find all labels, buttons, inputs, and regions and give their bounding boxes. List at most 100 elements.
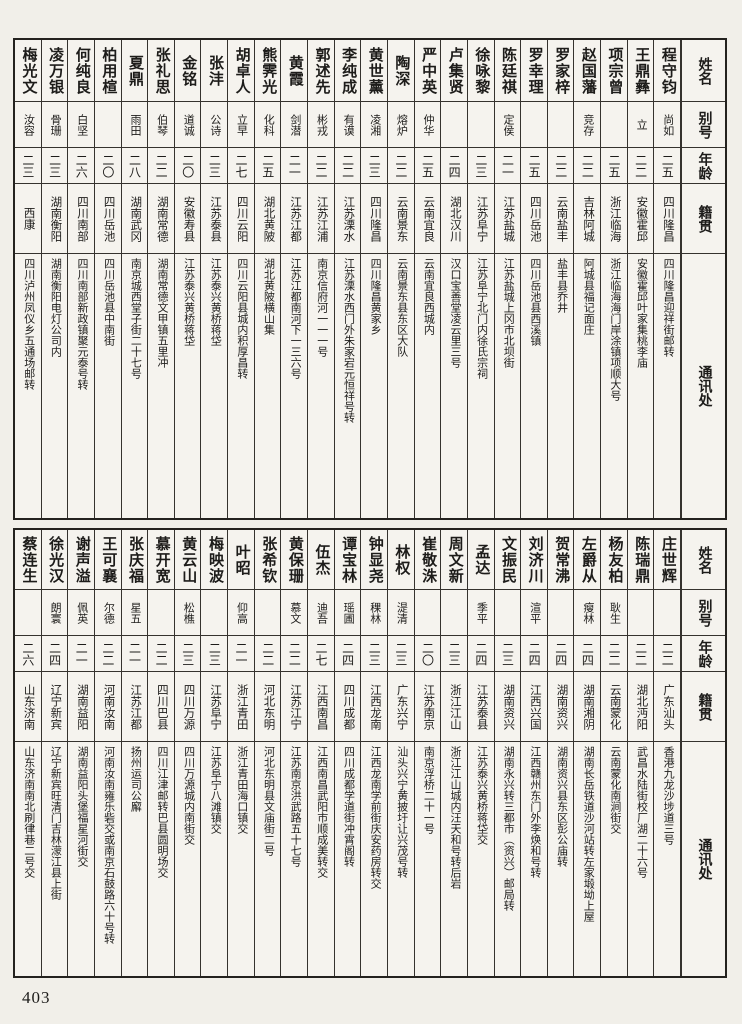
entry-age: 二三: [174, 636, 201, 672]
entry-address: 河南汝南雍乐砦交或南京石鼓路六十号转: [102, 746, 115, 944]
entry-origin: 江苏江宁: [281, 672, 308, 742]
entry-name: 张沣: [201, 40, 228, 102]
entry-alias: 佩英: [68, 590, 94, 636]
entry-address: 四川岳池县西溪镇: [528, 258, 541, 346]
entry-age: 二〇: [174, 148, 201, 184]
entry-address: 辽宁新宾旺清门吉林濛江县上街: [49, 746, 62, 900]
entry-age: 二〇: [414, 636, 441, 672]
entry-alias: 耿生: [601, 590, 627, 636]
person-column: 庄世辉 二二 广东汕头 香港九龙沙埗道三号: [654, 530, 681, 976]
entry-name: 贺常沸: [547, 530, 574, 590]
header-origin: 籍贯: [682, 184, 725, 254]
entry-origin: 四川隆昌: [361, 184, 387, 254]
entry-name: 李纯成: [334, 40, 361, 102]
entry-address: 浙江临海海门岸涂镇项顺大号: [608, 258, 621, 401]
entry-age: 二一: [228, 636, 254, 672]
entry-alias: 慕文: [281, 590, 308, 636]
entry-alias: 汝容: [14, 102, 41, 148]
entry-name: 黄保珊: [281, 530, 308, 590]
person-column: 谢声溢 佩英 二一 湖南益阳 湖南益阳头堡福星河街交: [68, 530, 95, 976]
entry-alias: 彬戎: [308, 102, 334, 148]
entry-address: 扬州运司公廨: [129, 746, 142, 812]
entry-age: 二〇: [94, 148, 121, 184]
entry-origin: 湖南衡阳: [41, 184, 68, 254]
entry-alias: 湜清: [387, 590, 414, 636]
entry-alias: [148, 590, 174, 636]
entry-alias: 星五: [121, 590, 148, 636]
entry-age: 二四: [574, 636, 601, 672]
entry-name: 周文新: [441, 530, 467, 590]
entry-name: 谭宝林: [334, 530, 361, 590]
entry-address: 南京城西堂子街二十七号: [129, 258, 142, 379]
entry-alias: [14, 590, 41, 636]
entry-origin: 江西龙南: [361, 672, 387, 742]
entry-address: 四川隆昌迎祥街邮转: [662, 258, 675, 357]
person-column: 项宗曾 二五 浙江临海 浙江临海海门岸涂镇项顺大号: [601, 40, 628, 518]
entry-alias: [547, 102, 574, 148]
person-column: 郭述先 彬戎 二二 江苏江浦 南京信府河一一一号: [308, 40, 335, 518]
entry-name: 文振民: [494, 530, 521, 590]
entry-origin: 江苏阜宁: [201, 672, 228, 742]
entry-alias: 道诚: [174, 102, 201, 148]
entry-name: 黄世薰: [361, 40, 387, 102]
entry-age: 二二: [94, 636, 121, 672]
entry-alias: 瘦林: [574, 590, 601, 636]
person-column: 张庆福 星五 二一 江苏江都 扬州运司公廨: [121, 530, 149, 976]
entry-origin: 江苏溧水: [334, 184, 361, 254]
person-column: 周文新 二三 浙江江山 浙江江山城内汪天和号转后岩: [441, 530, 468, 976]
entry-name: 谢声溢: [68, 530, 94, 590]
entry-alias: 定侯: [494, 102, 521, 148]
entry-alias: [201, 590, 228, 636]
header-alias: 别号: [682, 102, 725, 148]
entry-age: 二二: [308, 148, 334, 184]
person-column: 慕开宽 二二 四川巴县 四川江津邮转巴县圆明场交: [148, 530, 175, 976]
entry-address: 四川江津邮转巴县圆明场交: [155, 746, 168, 878]
entry-origin: 浙江青田: [228, 672, 254, 742]
person-column: 罗家梓 二二 云南盐丰 盐丰县乔井: [547, 40, 575, 518]
entry-alias: 仲华: [414, 102, 441, 148]
person-column: 陈瑞鼎 二二 湖北沔阳 武昌水陆街校厂湖二十六号: [627, 530, 655, 976]
entry-name: 张庆福: [121, 530, 148, 590]
entry-age: 二五: [601, 148, 627, 184]
entry-age: 二二: [654, 636, 680, 672]
entry-address: 香港九龙沙埗道三号: [662, 746, 675, 845]
entry-address: 四川泸州凤仪乡五通场邮转: [22, 258, 35, 390]
header-name: 姓名: [682, 40, 725, 102]
entry-age: 二七: [228, 148, 254, 184]
entry-origin: 四川南部: [68, 184, 94, 254]
entry-alias: 有谟: [334, 102, 361, 148]
entry-origin: 湖北汉川: [441, 184, 467, 254]
person-column: 孟达 季平 二四 江苏泰县 江苏泰兴黄桥蒋垈交: [467, 530, 495, 976]
entry-address: 江苏阜宁八滩镇交: [209, 746, 222, 834]
entry-alias: 骨珊: [41, 102, 68, 148]
entry-age: 二二: [627, 148, 654, 184]
entry-origin: 江苏盐城: [494, 184, 521, 254]
header-column: 姓名 别号 年龄 籍贯 通讯处: [681, 40, 725, 518]
entry-alias: 季平: [467, 590, 494, 636]
entry-origin: 四川岳池: [521, 184, 547, 254]
entry-origin: 安徽寿县: [174, 184, 201, 254]
entry-alias: [467, 102, 494, 148]
entry-origin: 江苏南京: [414, 672, 441, 742]
entry-name: 卢集贤: [441, 40, 467, 102]
entry-name: 胡卓人: [228, 40, 254, 102]
entry-alias: 立: [627, 102, 654, 148]
entry-age: 二三: [201, 148, 228, 184]
entry-name: 张礼思: [148, 40, 174, 102]
entry-origin: 江苏泰县: [467, 672, 494, 742]
header-address: 通讯处: [696, 365, 712, 407]
person-column: 凌万银 骨珊 二三 湖南衡阳 湖南衡阳电灯公司内: [41, 40, 69, 518]
entry-address: 浙江江山城内汪天和号转后岩: [449, 746, 461, 889]
entry-name: 刘济川: [521, 530, 547, 590]
entry-address: 江苏泰兴黄桥蒋垈: [182, 258, 195, 346]
entry-origin: 四川岳池: [94, 184, 121, 254]
entry-alias: [601, 102, 627, 148]
entry-age: 二三: [361, 636, 387, 672]
entry-origin: 吉林阿城: [574, 184, 601, 254]
entry-name: 叶昭: [228, 530, 254, 590]
entry-alias: 凌湘: [361, 102, 387, 148]
entry-alias: 渲平: [521, 590, 547, 636]
header-column: 姓名 别号 年龄 籍贯 通讯处: [681, 530, 725, 976]
entry-name: 何纯良: [68, 40, 94, 102]
